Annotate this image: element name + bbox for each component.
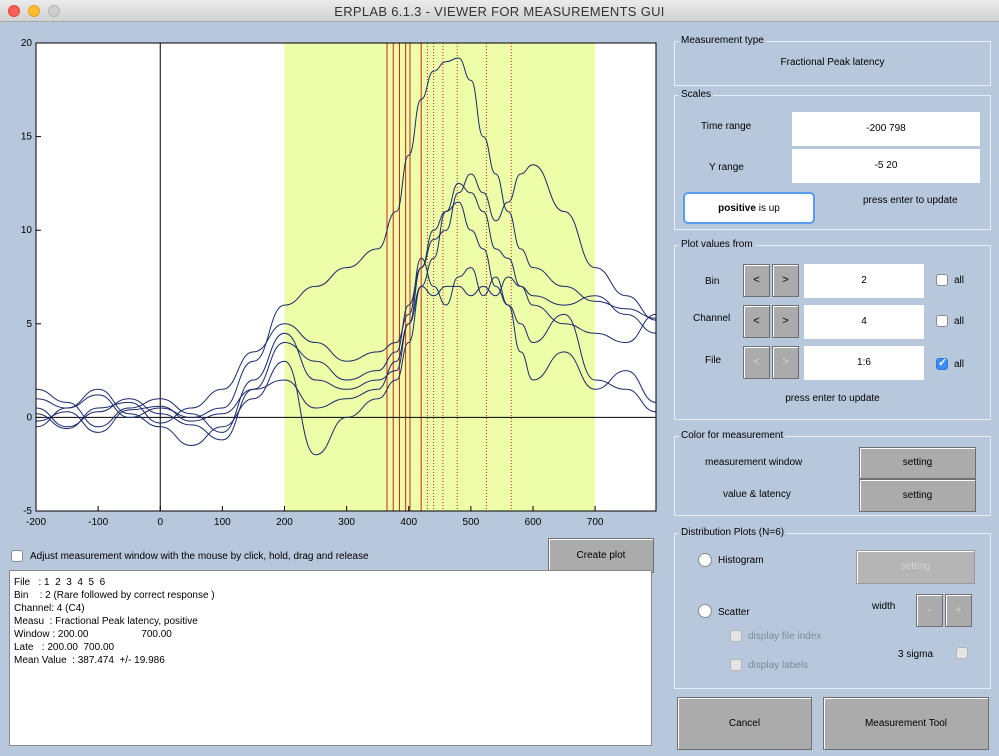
file-next-button[interactable]: > (772, 346, 799, 379)
file-all-checkbox[interactable] (936, 356, 948, 370)
plot-frame (35, 42, 657, 512)
x-tick-label: 600 (525, 517, 542, 528)
minimize-window-button[interactable] (28, 5, 40, 17)
info-line-file: File : 1 2 3 4 5 6 (14, 577, 106, 588)
polarity-bold-text: positive (718, 203, 756, 214)
histogram-label: Histogram (718, 555, 764, 566)
sigma-label: 3 sigma (898, 649, 934, 660)
x-tick-label: 200 (276, 517, 293, 528)
channel-prev-button[interactable]: < (743, 305, 770, 338)
x-tick-label: 700 (587, 517, 604, 528)
channel-input[interactable]: 4 (804, 305, 924, 339)
file-all-label: all (954, 359, 965, 370)
time-range-label: Time range (701, 121, 752, 132)
x-tick-label: 100 (214, 517, 231, 528)
y-tick-label: 0 (26, 412, 32, 423)
measurement-tool-button[interactable]: Measurement Tool (823, 697, 989, 750)
scatter-radio[interactable] (698, 604, 712, 618)
x-tick-label: 300 (338, 517, 355, 528)
y-tick-label: -5 (23, 506, 32, 517)
info-line-mean: Mean Value : 387.474 +/- 19.986 (14, 655, 165, 666)
file-input[interactable]: 1:6 (804, 346, 924, 380)
window-color-setting-button[interactable]: setting (859, 447, 976, 479)
value-latency-label: value & latency (723, 489, 791, 500)
value-color-setting-button[interactable]: setting (859, 479, 976, 512)
erp-trace-1 (35, 57, 657, 418)
x-tick-label: 400 (400, 517, 417, 528)
distribution-group: Distribution Plots (N=6) Histogram setti… (674, 527, 991, 689)
y-tick-label: 10 (21, 225, 33, 236)
measurement-type-title: Measurement type (679, 35, 766, 46)
erp-trace-4 (35, 201, 657, 456)
mouse-adjust-checkbox[interactable] (11, 550, 23, 562)
measurement-info-box[interactable]: File : 1 2 3 4 5 6 Bin : 2 (Rare followe… (9, 570, 652, 746)
file-label: File (705, 355, 722, 366)
y-range-label: Y range (709, 162, 744, 173)
measurement-type-value: Fractional Peak latency (780, 57, 885, 68)
scales-hint: press enter to update (863, 195, 958, 206)
width-minus-button[interactable]: - (916, 594, 943, 627)
histogram-radio[interactable] (698, 553, 712, 567)
channel-next-button[interactable]: > (772, 305, 799, 338)
erp-trace-5 (35, 257, 657, 430)
erp-trace-6 (35, 276, 657, 433)
bin-input[interactable]: 2 (804, 264, 924, 298)
channel-label: Channel (693, 313, 731, 324)
scales-group: Scales Time range -200 798 Y range -5 20… (674, 89, 991, 230)
bin-label: Bin (705, 276, 720, 287)
y-range-input[interactable]: -5 20 (792, 149, 980, 183)
measurement-window-label: measurement window (705, 457, 803, 468)
scales-title: Scales (679, 89, 714, 100)
info-line-measure: Measu : Fractional Peak latency, positiv… (14, 616, 198, 627)
polarity-rest-text: is up (755, 203, 780, 214)
measurement-window-area (284, 43, 596, 511)
window-title: ERPLAB 6.1.3 - VIEWER FOR MEASUREMENTS G… (334, 4, 665, 19)
erp-plot[interactable]: -200 -100 0 100 200 300 400 500 600 700 -5 0 5 10 15 20 (0, 30, 670, 530)
erp-trace-3 (35, 182, 657, 433)
y-tick-label: 5 (26, 319, 32, 330)
width-label: width (872, 601, 896, 612)
color-title: Color for measurement (679, 430, 786, 441)
bin-all-checkbox[interactable] (936, 274, 948, 286)
bin-prev-button[interactable]: < (743, 264, 770, 297)
cancel-button[interactable]: Cancel (677, 697, 812, 750)
info-line-channel: Channel: 4 (C4) (14, 603, 85, 614)
display-labels-checkbox[interactable] (730, 659, 742, 671)
display-labels-label: display labels (748, 660, 809, 671)
x-tick-label: -100 (88, 517, 108, 528)
info-line-window: Window : 200.00 700.00 (14, 629, 172, 640)
channel-all-checkbox[interactable] (936, 315, 948, 327)
bin-next-button[interactable]: > (772, 264, 799, 297)
measurement-type-group: Measurement type Fractional Peak latency (674, 35, 991, 86)
file-prev-button[interactable]: < (743, 346, 770, 379)
bin-all-label: all (954, 275, 965, 286)
close-window-button[interactable] (8, 5, 20, 17)
file-index-checkbox[interactable] (730, 630, 742, 642)
plot-values-title: Plot values from (679, 239, 755, 250)
channel-all-label: all (954, 316, 965, 327)
x-tick-label: 0 (157, 517, 163, 528)
create-plot-button[interactable]: Create plot (548, 538, 654, 573)
x-tick-label: -200 (26, 517, 46, 528)
y-tick-label: 15 (21, 132, 33, 143)
info-line-latency: Late : 200.00 700.00 (14, 642, 115, 653)
color-group: Color for measurement measurement window… (674, 430, 991, 516)
polarity-button[interactable]: positive is up (683, 192, 815, 224)
title-bar: ERPLAB 6.1.3 - VIEWER FOR MEASUREMENTS G… (0, 0, 999, 22)
plot-values-group: Plot values from Bin < > 2 all Channel <… (674, 239, 991, 420)
y-tick-label: 20 (21, 38, 33, 49)
distribution-title: Distribution Plots (N=6) (679, 527, 787, 538)
histogram-setting-button[interactable]: setting (856, 550, 975, 584)
plot-values-hint: press enter to update (785, 393, 880, 404)
mouse-adjust-label: Adjust measurement window with the mouse… (30, 551, 369, 562)
time-range-input[interactable]: -200 798 (792, 112, 980, 146)
sigma-checkbox[interactable] (956, 647, 968, 659)
zoom-window-button[interactable] (48, 5, 60, 17)
file-index-label: display file index (748, 631, 822, 642)
info-line-bin: Bin : 2 (Rare followed by correct respon… (14, 590, 215, 601)
scatter-label: Scatter (718, 607, 750, 618)
width-plus-button[interactable]: + (945, 594, 972, 627)
x-tick-label: 500 (463, 517, 480, 528)
